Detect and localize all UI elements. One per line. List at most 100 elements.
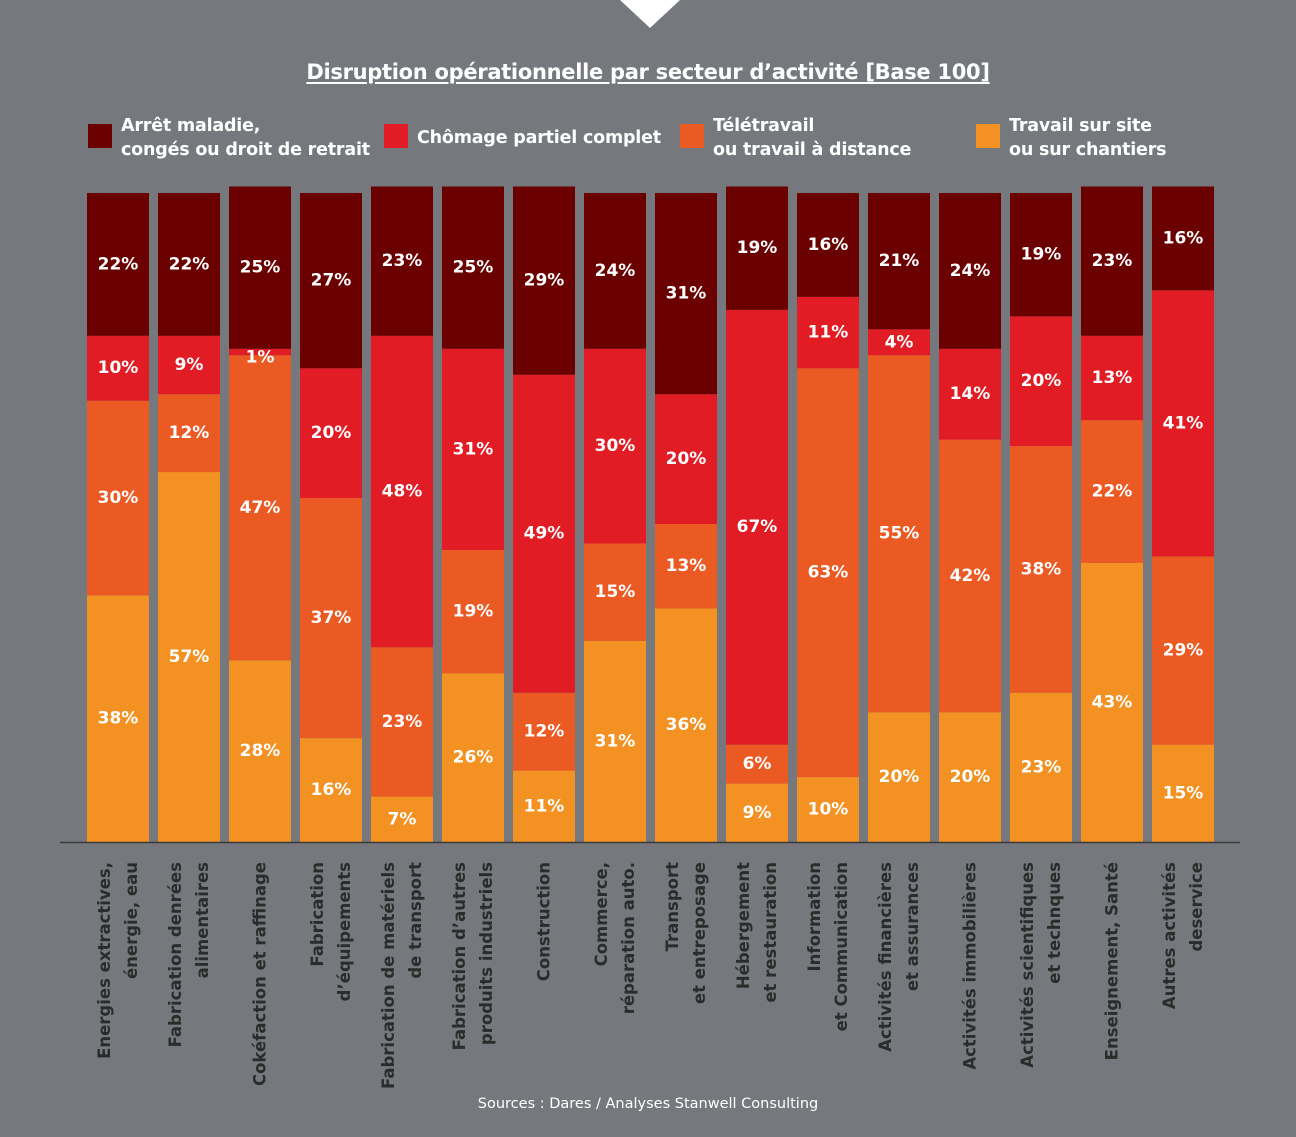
data-label: 20% xyxy=(311,423,352,443)
data-label: 31% xyxy=(595,731,636,751)
bar-segment xyxy=(939,193,1001,349)
bar-segment xyxy=(300,738,362,842)
bar-segment xyxy=(797,777,859,842)
category-label: Autres activités deservice xyxy=(1160,862,1206,1009)
category-label: Construction xyxy=(535,862,554,981)
data-label: 41% xyxy=(1163,413,1204,433)
bar-segment xyxy=(939,439,1001,713)
bar-segment xyxy=(229,348,291,356)
bar-segment xyxy=(1152,556,1214,745)
data-label: 49% xyxy=(524,524,565,544)
category-label: Activités immobilières xyxy=(961,862,980,1070)
data-label: 13% xyxy=(666,556,707,576)
bar-segment xyxy=(1152,290,1214,557)
data-label: 20% xyxy=(666,449,707,469)
bar-segment xyxy=(513,770,575,842)
bar-segment xyxy=(87,335,149,401)
data-label: 9% xyxy=(743,803,772,823)
data-label: 14% xyxy=(950,384,991,404)
data-label: 19% xyxy=(1021,245,1062,265)
legend-label: Chômage partiel complet xyxy=(417,128,661,148)
data-label: 4% xyxy=(885,332,914,352)
bar-segment xyxy=(300,368,362,499)
data-label: 29% xyxy=(524,271,565,291)
data-label: 16% xyxy=(1163,228,1204,248)
bar-segment xyxy=(868,355,930,713)
data-label: 23% xyxy=(1092,251,1133,271)
bar-segment xyxy=(87,193,149,336)
data-label: 20% xyxy=(879,767,920,787)
category-label: Fabrication de matériels de transport xyxy=(379,862,425,1089)
category-label: Transport et entreposage xyxy=(663,862,709,1004)
bar-segment xyxy=(584,348,646,544)
data-label: 30% xyxy=(595,436,636,456)
data-label: 23% xyxy=(1021,757,1062,777)
data-label: 36% xyxy=(666,715,707,735)
data-label: 48% xyxy=(382,482,423,502)
category-label: Activités financières et assurances xyxy=(876,862,922,1052)
category-label: Cokéfaction et raffinage xyxy=(251,862,270,1086)
bar-segment xyxy=(655,608,717,842)
data-label: 22% xyxy=(98,254,139,274)
data-label: 57% xyxy=(169,647,210,667)
data-label: 13% xyxy=(1092,368,1133,388)
legend-swatch xyxy=(976,124,1000,148)
data-label: 29% xyxy=(1163,641,1204,661)
bar-segment xyxy=(797,296,859,369)
data-label: 19% xyxy=(453,602,494,622)
data-label: 16% xyxy=(808,235,849,255)
data-label: 67% xyxy=(737,517,778,537)
category-label: Fabrication d’autres produits industriels xyxy=(450,862,496,1051)
legend-label: Arrêt maladie, congés ou droit de retrai… xyxy=(121,116,370,160)
category-label: Hébergement et restauration xyxy=(734,862,780,1003)
data-label: 38% xyxy=(98,709,139,729)
data-label: 7% xyxy=(388,809,417,829)
bar-segment xyxy=(371,647,433,797)
bar-segment xyxy=(442,673,504,842)
bar-segment xyxy=(1081,562,1143,842)
bar-segment xyxy=(726,744,788,784)
legend-label: Télétravail ou travail à distance xyxy=(713,116,912,160)
data-label: 47% xyxy=(240,498,281,518)
data-label: 12% xyxy=(169,423,210,443)
data-label: 25% xyxy=(453,258,494,278)
bar-segment xyxy=(1010,193,1072,317)
category-label: Energies extractives, énergie, eau xyxy=(95,862,141,1059)
legend-item-travail-sur-site: Travail sur site ou sur chantiers xyxy=(976,114,1167,162)
bar-segment xyxy=(158,335,220,395)
bar-segment xyxy=(584,193,646,349)
legend-label: Travail sur site ou sur chantiers xyxy=(1009,116,1167,160)
bar-segment xyxy=(1010,446,1072,693)
data-label: 15% xyxy=(595,582,636,602)
bar-segment xyxy=(797,368,859,778)
data-label: 28% xyxy=(240,741,281,761)
bar-segment xyxy=(1152,186,1214,291)
data-label: 31% xyxy=(453,439,494,459)
legend-swatch xyxy=(88,124,112,148)
data-label: 38% xyxy=(1021,559,1062,579)
bar-segment xyxy=(87,400,149,596)
bar-segment xyxy=(1081,420,1143,563)
data-label: 16% xyxy=(311,780,352,800)
bar-segment xyxy=(1152,744,1214,842)
bar-segment xyxy=(726,186,788,310)
bar-segment xyxy=(1081,186,1143,336)
bar-segment xyxy=(513,186,575,375)
bar-segment xyxy=(229,355,291,661)
legend-item-teletravail: Télétravail ou travail à distance xyxy=(680,114,911,162)
category-label: Fabrication denrées alimentaires xyxy=(166,862,212,1048)
data-label: 22% xyxy=(169,254,210,274)
category-label: Information et Communication xyxy=(805,862,851,1031)
bar-segment xyxy=(371,335,433,648)
legend-item-chomage-partiel: Chômage partiel complet xyxy=(384,114,661,150)
data-label: 6% xyxy=(743,754,772,774)
data-label: 10% xyxy=(808,800,849,820)
bar-segment xyxy=(726,783,788,842)
source-note: Sources : Dares / Analyses Stanwell Cons… xyxy=(477,1096,819,1112)
data-label: 9% xyxy=(175,355,204,375)
category-label: Fabrication d’équipements xyxy=(308,862,354,1002)
chart-title: Disruption opérationnelle par secteur d’… xyxy=(306,60,990,84)
bar-segment xyxy=(939,712,1001,842)
bar-segment xyxy=(797,193,859,297)
data-label: 42% xyxy=(950,566,991,586)
